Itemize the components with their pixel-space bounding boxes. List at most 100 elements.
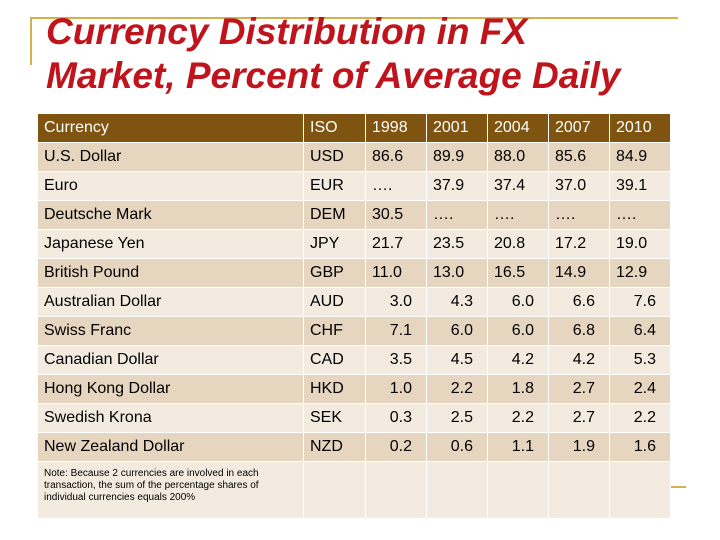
value-cell: 1.9 [548, 432, 610, 462]
value-cell: …. [487, 200, 549, 230]
value-cell: 21.7 [365, 229, 427, 259]
currency-cell: Hong Kong Dollar [37, 374, 304, 404]
value-cell: 19.0 [609, 229, 671, 259]
value-cell: 3.5 [365, 345, 427, 375]
note-row: Note: Because 2 currencies are involved … [37, 461, 671, 519]
value-cell: 84.9 [609, 142, 671, 172]
value-cell: 6.0 [487, 287, 549, 317]
value-cell: …. [609, 200, 671, 230]
table-row: Australian Dollar AUD 3.0 4.3 6.0 6.6 7.6 [37, 287, 671, 317]
value-cell: 7.1 [365, 316, 427, 346]
value-cell: EUR [303, 171, 366, 201]
currency-cell: New Zealand Dollar [37, 432, 304, 462]
value-cell: 2.2 [487, 403, 549, 433]
value-cell: 12.9 [609, 258, 671, 288]
value-cell: GBP [303, 258, 366, 288]
title: Currency Distribution in FX Market, Perce… [46, 10, 620, 98]
table-row: Canadian Dollar CAD 3.5 4.5 4.2 4.2 5.3 [37, 345, 671, 375]
value-cell: 23.5 [426, 229, 488, 259]
currency-cell: Swedish Krona [37, 403, 304, 433]
header-cell: 2004 [487, 113, 549, 143]
value-cell: 0.3 [365, 403, 427, 433]
value-cell: DEM [303, 200, 366, 230]
value-cell: JPY [303, 229, 366, 259]
table-row: Euro EUR…. 37.9 37.4 37.0 39.1 [37, 171, 671, 201]
value-cell: 39.1 [609, 171, 671, 201]
value-cell: 20.8 [487, 229, 549, 259]
value-cell: 6.0 [487, 316, 549, 346]
value-cell: 1.8 [487, 374, 549, 404]
value-cell: 6.4 [609, 316, 671, 346]
header-row: Currency ISO 1998 2001 2004 2007 2010 [37, 113, 671, 143]
currency-cell: U.S. Dollar [37, 142, 304, 172]
table-row: New Zealand Dollar NZD 0.2 0.6 1.1 1.9 1.6 [37, 432, 671, 462]
value-cell: 16.5 [487, 258, 549, 288]
side-rule [664, 486, 686, 488]
value-cell: CHF [303, 316, 366, 346]
value-cell: SEK [303, 403, 366, 433]
currency-table: Currency ISO 1998 2001 2004 2007 2010 U.S. Doll… [37, 113, 671, 519]
value-cell: 88.0 [487, 142, 549, 172]
note: Note: Because 2 currencies are involved … [37, 461, 304, 519]
value-cell: 2.2 [609, 403, 671, 433]
table-row: Deutsche Mark DEM 30.5….….….…. [37, 200, 671, 230]
empty-cell [303, 461, 366, 519]
value-cell: 7.6 [609, 287, 671, 317]
value-cell: 3.0 [365, 287, 427, 317]
top-rule [30, 17, 678, 19]
value-cell: 2.4 [609, 374, 671, 404]
currency-cell: Deutsche Mark [37, 200, 304, 230]
currency-cell: Japanese Yen [37, 229, 304, 259]
header-cell: 1998 [365, 113, 427, 143]
table-row: Japanese Yen JPY 21.7 23.5 20.8 17.2 19.0 [37, 229, 671, 259]
value-cell: 30.5 [365, 200, 427, 230]
value-cell: 6.6 [548, 287, 610, 317]
empty-cell [487, 461, 549, 519]
value-cell: 2.5 [426, 403, 488, 433]
value-cell: 1.0 [365, 374, 427, 404]
currency-cell: Australian Dollar [37, 287, 304, 317]
header-cell: Currency [37, 113, 304, 143]
value-cell: HKD [303, 374, 366, 404]
value-cell: 37.4 [487, 171, 549, 201]
value-cell: CAD [303, 345, 366, 375]
value-cell: 2.7 [548, 403, 610, 433]
value-cell: …. [365, 171, 427, 201]
header-cell: 2001 [426, 113, 488, 143]
empty-cell [365, 461, 427, 519]
value-cell: 2.2 [426, 374, 488, 404]
value-cell: 13.0 [426, 258, 488, 288]
value-cell: NZD [303, 432, 366, 462]
value-cell: 2.7 [548, 374, 610, 404]
empty-cell [609, 461, 671, 519]
value-cell: 37.9 [426, 171, 488, 201]
value-cell: 11.0 [365, 258, 427, 288]
value-cell: 89.9 [426, 142, 488, 172]
empty-cell [548, 461, 610, 519]
title-line: Market, Percent of Average Daily [46, 55, 621, 96]
value-cell: 37.0 [548, 171, 610, 201]
table-row: U.S. Dollar USD 86.6 89.9 88.0 85.6 84.9 [37, 142, 671, 172]
header-cell: 2010 [609, 113, 671, 143]
value-cell: 17.2 [548, 229, 610, 259]
value-cell: 4.2 [548, 345, 610, 375]
value-cell: 4.2 [487, 345, 549, 375]
currency-cell: Swiss Franc [37, 316, 304, 346]
value-cell: 1.6 [609, 432, 671, 462]
value-cell: 6.0 [426, 316, 488, 346]
value-cell: USD [303, 142, 366, 172]
currency-cell: British Pound [37, 258, 304, 288]
value-cell: 85.6 [548, 142, 610, 172]
currency-cell: Euro [37, 171, 304, 201]
value-cell: 5.3 [609, 345, 671, 375]
value-cell: 0.6 [426, 432, 488, 462]
value-cell: …. [548, 200, 610, 230]
value-cell: 86.6 [365, 142, 427, 172]
value-cell: 6.8 [548, 316, 610, 346]
header-cell: 2007 [548, 113, 610, 143]
value-cell: 1.1 [487, 432, 549, 462]
table-row: Swedish Krona SEK 0.3 2.5 2.2 2.7 2.2 [37, 403, 671, 433]
table-row: Swiss Franc CHF 7.1 6.0 6.0 6.8 6.4 [37, 316, 671, 346]
title-line: Currency Distribution in FX [46, 11, 528, 52]
header-cell: ISO [303, 113, 366, 143]
